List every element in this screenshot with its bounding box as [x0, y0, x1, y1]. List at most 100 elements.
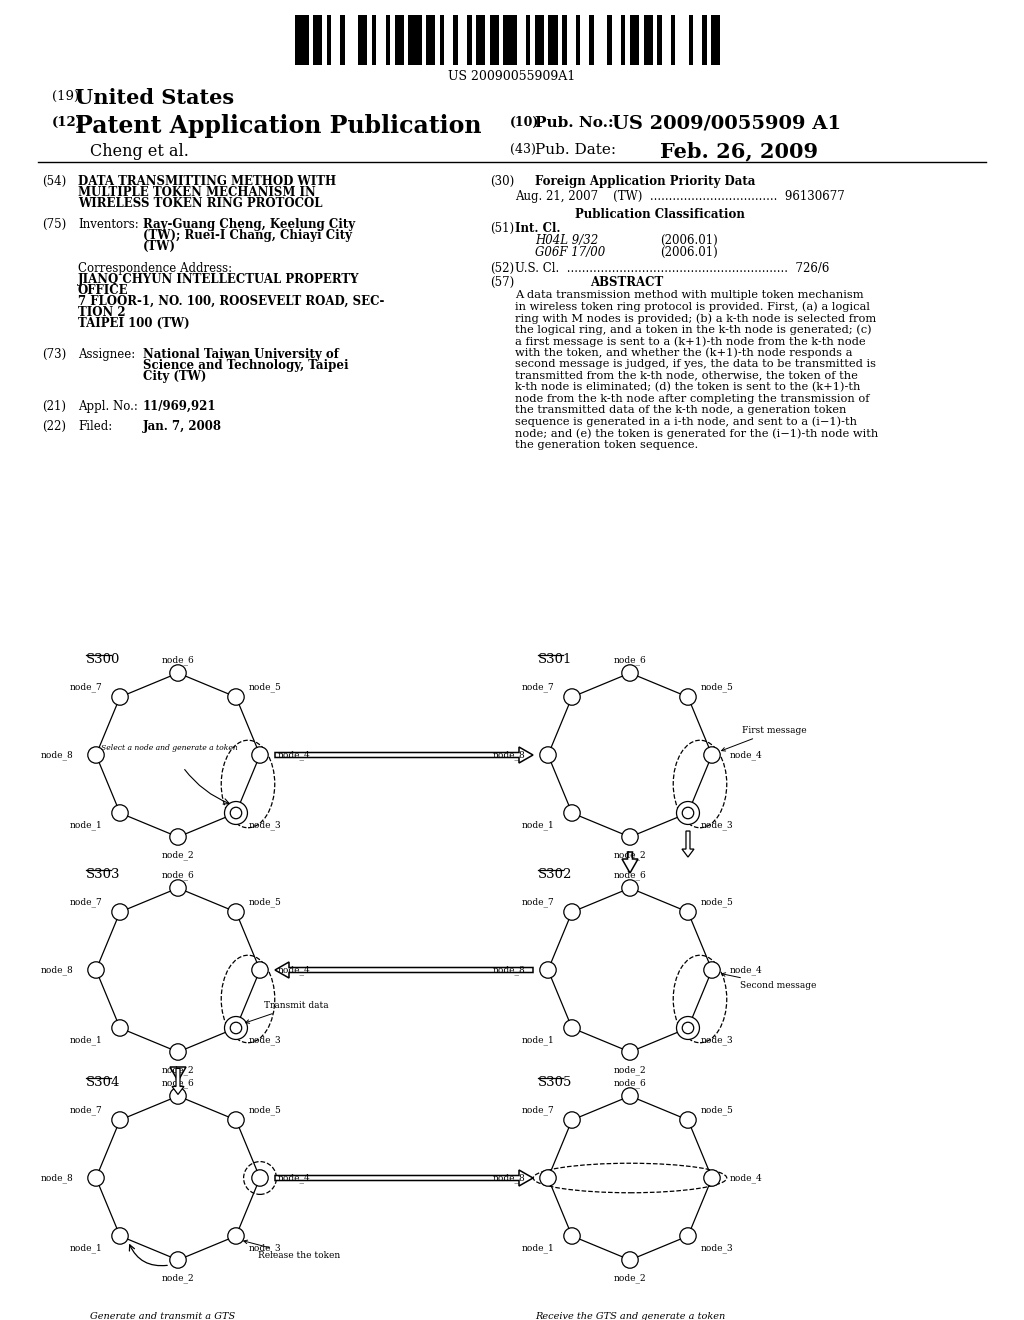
Circle shape [112, 1111, 128, 1129]
Circle shape [112, 1228, 128, 1245]
Text: node_6: node_6 [162, 870, 195, 879]
Text: Int. Cl.: Int. Cl. [515, 222, 560, 235]
Text: node_6: node_6 [162, 655, 195, 665]
Text: (30): (30) [490, 176, 514, 187]
Bar [575, 15, 581, 65]
Circle shape [252, 962, 268, 978]
Bar [327, 15, 331, 65]
Text: National Taiwan University of: National Taiwan University of [143, 348, 339, 360]
Text: node_6: node_6 [613, 655, 646, 665]
Text: sequence is generated in a i-th node, and sent to a (i−1)-th: sequence is generated in a i-th node, an… [515, 417, 857, 428]
FancyArrow shape [172, 1068, 184, 1094]
Circle shape [564, 1111, 581, 1129]
Text: node_5: node_5 [248, 1105, 282, 1115]
Circle shape [682, 1022, 693, 1034]
Bar [526, 15, 530, 65]
Circle shape [227, 1228, 244, 1245]
Bar [440, 15, 444, 65]
Text: Ray-Guang Cheng, Keelung City: Ray-Guang Cheng, Keelung City [143, 218, 355, 231]
Circle shape [680, 1228, 696, 1245]
Text: node_4: node_4 [279, 965, 311, 975]
Circle shape [677, 1016, 699, 1039]
Text: node_2: node_2 [613, 1065, 646, 1074]
FancyArrow shape [275, 1170, 534, 1185]
Text: node_5: node_5 [700, 898, 733, 907]
Bar [702, 15, 707, 65]
Text: second message is judged, if yes, the data to be transmitted is: second message is judged, if yes, the da… [515, 359, 876, 370]
Text: (75): (75) [42, 218, 67, 231]
FancyArrow shape [682, 832, 694, 857]
Text: node_2: node_2 [162, 1065, 195, 1074]
Text: Science and Technology, Taipei: Science and Technology, Taipei [143, 359, 348, 372]
Text: MULTIPLE TOKEN MECHANISM IN: MULTIPLE TOKEN MECHANISM IN [78, 186, 315, 199]
Circle shape [112, 1020, 128, 1036]
Circle shape [622, 829, 638, 845]
Bar [394, 15, 403, 65]
Text: node from the k-th node after completing the transmission of: node from the k-th node after completing… [515, 393, 869, 404]
Circle shape [703, 747, 720, 763]
Circle shape [703, 962, 720, 978]
Text: US 2009/0055909 A1: US 2009/0055909 A1 [612, 114, 841, 132]
Circle shape [622, 1251, 638, 1269]
Text: node_4: node_4 [730, 1173, 763, 1183]
Text: node_5: node_5 [248, 898, 282, 907]
Bar [295, 15, 308, 65]
Text: node_8: node_8 [493, 1173, 525, 1183]
Bar [630, 15, 639, 65]
Text: Pub. Date:: Pub. Date: [535, 143, 616, 157]
Text: transmitted from the k-th node, otherwise, the token of the: transmitted from the k-th node, otherwis… [515, 371, 858, 380]
Text: node_7: node_7 [521, 898, 554, 907]
Circle shape [680, 904, 696, 920]
Text: node_1: node_1 [521, 1243, 554, 1253]
Text: First message: First message [722, 726, 807, 751]
Text: DATA TRANSMITTING METHOD WITH: DATA TRANSMITTING METHOD WITH [78, 176, 336, 187]
Circle shape [227, 689, 244, 705]
FancyArrow shape [275, 747, 534, 763]
Circle shape [170, 1088, 186, 1105]
Text: Publication Classification: Publication Classification [575, 209, 744, 220]
Circle shape [252, 1170, 268, 1187]
Text: United States: United States [75, 88, 234, 108]
Text: (21): (21) [42, 400, 66, 413]
Text: Select a node and generate a token: Select a node and generate a token [101, 744, 239, 752]
Text: with the token, and whether the (k+1)-th node responds a: with the token, and whether the (k+1)-th… [515, 347, 853, 358]
Text: H04L 9/32: H04L 9/32 [535, 234, 598, 247]
Text: node_8: node_8 [40, 965, 73, 975]
Text: (43): (43) [510, 143, 536, 156]
Text: node_6: node_6 [613, 870, 646, 879]
Circle shape [227, 1111, 244, 1129]
Circle shape [540, 1170, 556, 1187]
Circle shape [703, 1170, 720, 1187]
Circle shape [88, 747, 104, 763]
Text: (10): (10) [510, 116, 540, 129]
Text: Second message: Second message [722, 973, 816, 990]
Text: Cheng et al.: Cheng et al. [90, 143, 188, 160]
Text: node_2: node_2 [162, 850, 195, 859]
FancyArrow shape [622, 851, 638, 873]
Text: node_3: node_3 [248, 1243, 281, 1253]
Text: City (TW): City (TW) [143, 370, 207, 383]
Text: node_7: node_7 [70, 1105, 102, 1115]
Text: 11/969,921: 11/969,921 [143, 400, 216, 413]
Circle shape [224, 801, 248, 825]
Text: S304: S304 [86, 1076, 121, 1089]
Text: WIRELESS TOKEN RING PROTOCOL: WIRELESS TOKEN RING PROTOCOL [78, 197, 323, 210]
Text: Appl. No.:: Appl. No.: [78, 400, 138, 413]
Circle shape [230, 1022, 242, 1034]
Text: node_3: node_3 [700, 1035, 733, 1045]
Text: (TW); Ruei-I Chang, Chiayi City: (TW); Ruei-I Chang, Chiayi City [143, 228, 352, 242]
Text: node_2: node_2 [162, 1274, 195, 1283]
Circle shape [112, 904, 128, 920]
Text: node_1: node_1 [521, 1035, 554, 1045]
Circle shape [540, 747, 556, 763]
Circle shape [622, 1088, 638, 1105]
Text: node_8: node_8 [493, 965, 525, 975]
Text: node_6: node_6 [162, 1078, 195, 1088]
Text: node; and (e) the token is generated for the (i−1)-th node with: node; and (e) the token is generated for… [515, 428, 879, 438]
Circle shape [564, 1228, 581, 1245]
Bar [358, 15, 368, 65]
Circle shape [622, 1044, 638, 1060]
Bar [385, 15, 390, 65]
Text: TAIPEI 100 (TW): TAIPEI 100 (TW) [78, 317, 189, 330]
Text: (54): (54) [42, 176, 67, 187]
